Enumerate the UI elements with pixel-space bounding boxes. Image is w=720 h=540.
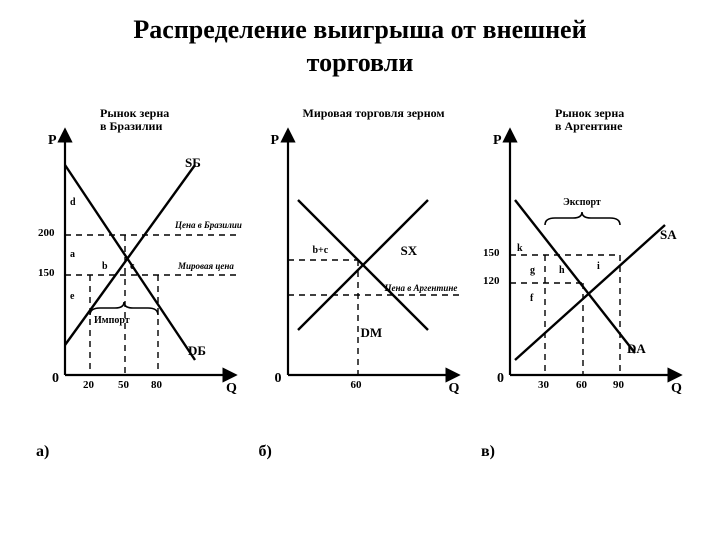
a-S-label: SБ <box>185 155 201 171</box>
zero-c: 0 <box>497 371 504 387</box>
c-export-label: Экспорт <box>563 197 601 208</box>
panel-b-svg <box>253 105 468 425</box>
q-axis-c: Q <box>671 381 682 397</box>
b-S-label: SХ <box>401 243 418 259</box>
c-y120: 120 <box>483 275 500 287</box>
panel-a: Рынок зерна в Бразилии <box>30 105 245 465</box>
panel-a-letter: а) <box>36 443 49 461</box>
page-title-line1: Распределение выигрыша от внешней <box>0 14 720 47</box>
c-y150: 150 <box>483 247 500 259</box>
a-price-world: Мировая цена <box>178 261 234 271</box>
a-import-label: Импорт <box>94 315 130 326</box>
c-D-label: DА <box>627 341 646 357</box>
c-letter-g: g <box>530 265 535 276</box>
b-x60: 60 <box>351 379 362 391</box>
c-letter-i: i <box>597 261 600 272</box>
c-x90: 90 <box>613 379 624 391</box>
p-axis-c: P <box>493 133 502 149</box>
b-letter-bc: b+c <box>313 245 329 256</box>
panel-b: Мировая торговля зерном P Q 0 60 SХ D <box>253 105 468 465</box>
p-axis-a: P <box>48 133 57 149</box>
p-axis-b: P <box>271 133 280 149</box>
c-letter-f: f <box>530 293 533 304</box>
c-S-label: SА <box>660 227 677 243</box>
charts-row: Рынок зерна в Бразилии <box>30 105 690 465</box>
a-y200: 200 <box>38 227 55 239</box>
q-axis-b: Q <box>449 381 460 397</box>
panel-c-svg <box>475 105 690 425</box>
panel-b-letter: б) <box>259 443 272 461</box>
b-D-label: DМ <box>361 325 383 341</box>
a-y150: 150 <box>38 267 55 279</box>
c-letter-h: h <box>559 265 565 276</box>
zero-a: 0 <box>52 371 59 387</box>
panel-c-letter: в) <box>481 443 495 461</box>
a-x50: 50 <box>118 379 129 391</box>
panel-c: Рынок зерна в Аргентине P Q <box>475 105 690 465</box>
c-x60: 60 <box>576 379 587 391</box>
a-x20: 20 <box>83 379 94 391</box>
a-D-label: DБ <box>188 343 206 359</box>
c-letter-k: k <box>517 243 523 254</box>
b-price-arg: Цена в Аргентине <box>385 283 458 293</box>
a-letter-e: e <box>70 291 74 302</box>
page-title-line2: торговли <box>0 47 720 80</box>
a-x80: 80 <box>151 379 162 391</box>
a-letter-a: a <box>70 249 75 260</box>
c-x30: 30 <box>538 379 549 391</box>
a-letter-d: d <box>70 197 76 208</box>
a-letter-b: b <box>102 261 108 272</box>
q-axis-a: Q <box>226 381 237 397</box>
zero-b: 0 <box>275 371 282 387</box>
a-price-brazil: Цена в Бразилии <box>175 220 242 230</box>
a-letter-c: c <box>130 261 134 272</box>
